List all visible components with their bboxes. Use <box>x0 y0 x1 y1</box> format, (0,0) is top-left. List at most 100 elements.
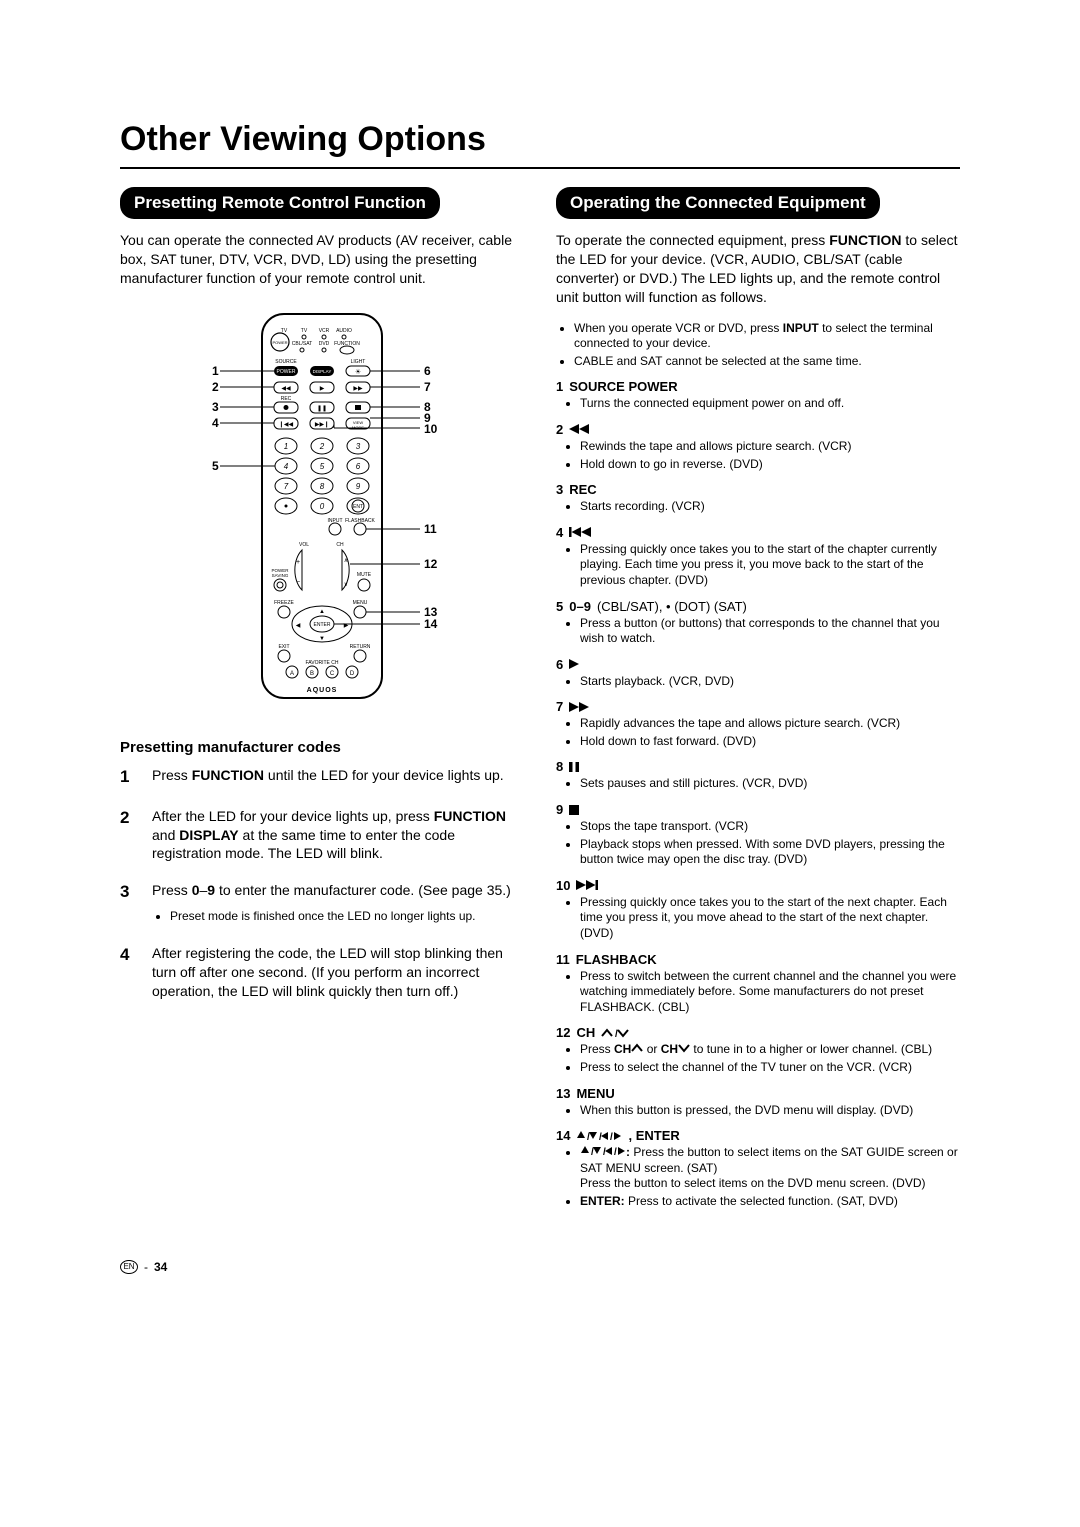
right-section-title: Operating the Connected Equipment <box>556 187 880 219</box>
fn-bullets: Press a button (or buttons) that corresp… <box>580 616 960 647</box>
step-2: 2After the LED for your device lights up… <box>120 807 524 864</box>
fn-bullets: Press to switch between the current chan… <box>580 969 960 1016</box>
skipback-icon <box>569 527 591 537</box>
fn-bullets: ///: Press the button to select items on… <box>580 1145 960 1209</box>
svg-text:❙◀◀: ❙◀◀ <box>279 421 294 428</box>
fn-head: 12CH/ <box>556 1025 960 1040</box>
svg-text:VOL: VOL <box>299 542 309 548</box>
ff-icon <box>569 702 589 712</box>
step-body: Press 0–9 to enter the manufacturer code… <box>152 881 524 926</box>
svg-text:▶▶: ▶▶ <box>353 386 363 392</box>
svg-text:4: 4 <box>284 462 289 471</box>
fn-head: 4 <box>556 525 960 540</box>
svg-text:/: / <box>591 1147 594 1156</box>
remote-callout-5: 5 <box>212 459 219 473</box>
lang-badge: EN <box>120 1260 138 1274</box>
step-body: After registering the code, the LED will… <box>152 944 524 1001</box>
fn-bullets: Stops the tape transport. (VCR)Playback … <box>580 819 960 868</box>
fn-head: 13MENU <box>556 1086 960 1101</box>
fn-item-2: 2Rewinds the tape and allows picture sea… <box>556 422 960 472</box>
svg-text:1: 1 <box>284 442 288 451</box>
play-icon <box>569 659 579 669</box>
stop-icon <box>569 805 579 815</box>
svg-text:VCR: VCR <box>319 328 330 334</box>
remote-callout-12: 12 <box>424 557 438 571</box>
fn-item-13: 13MENU When this button is pressed, the D… <box>556 1086 960 1119</box>
svg-text:RETURN: RETURN <box>350 644 371 650</box>
left-subhead: Presetting manufacturer codes <box>120 739 524 756</box>
fn-item-5: 50–9 (CBL/SAT), • (DOT) (SAT)Press a but… <box>556 599 960 647</box>
remote-callout-6: 6 <box>424 364 431 378</box>
svg-text:/: / <box>615 1029 618 1038</box>
fn-head: 3REC <box>556 482 960 497</box>
svg-text:/: / <box>614 1147 617 1156</box>
step-body: Press FUNCTION until the LED for your de… <box>152 766 524 789</box>
svg-text:TV: TV <box>301 328 308 334</box>
fn-bullets: When this button is pressed, the DVD men… <box>580 1103 960 1119</box>
svg-text:+: + <box>296 559 300 566</box>
svg-text:SAVING: SAVING <box>272 573 289 578</box>
svg-text:CBL/SAT: CBL/SAT <box>292 341 312 347</box>
left-section-title: Presetting Remote Control Function <box>120 187 440 219</box>
left-intro: You can operate the connected AV product… <box>120 231 524 288</box>
fn-item-11: 11FLASHBACKPress to switch between the c… <box>556 952 960 1016</box>
fn-item-3: 3RECStarts recording. (VCR) <box>556 482 960 515</box>
step-3: 3 Press 0–9 to enter the manufacturer cod… <box>120 881 524 926</box>
svg-text:5: 5 <box>320 462 325 471</box>
svg-text:/: / <box>603 1147 606 1156</box>
step-sub-bullets: Preset mode is finished once the LED no … <box>170 908 524 924</box>
pause-icon <box>569 762 579 772</box>
page-title: Other Viewing Options <box>120 120 960 159</box>
remote-callout-4: 4 <box>212 416 219 430</box>
svg-text:POWER: POWER <box>272 340 287 345</box>
fn-head: 6 <box>556 657 960 672</box>
right-column: Operating the Connected Equipment To ope… <box>556 187 960 1220</box>
step-number: 3 <box>120 881 138 926</box>
remote-brand-logo: AQUOS <box>307 687 338 694</box>
fn-head: 9 <box>556 802 960 817</box>
svg-text:DISPLAY: DISPLAY <box>313 369 332 374</box>
fn-bullets: Press CH or CH to tune in to a higher or… <box>580 1042 960 1075</box>
remote-diagram: TV TV VCR AUDIO CBL/SAT DVD FUNCTION POW… <box>120 306 524 711</box>
step-1: 1 Press FUNCTION until the LED for your d… <box>120 766 524 789</box>
two-column-layout: Presetting Remote Control Function You c… <box>120 187 960 1220</box>
svg-text:/: / <box>610 1132 613 1141</box>
svg-text:∧: ∧ <box>344 558 348 564</box>
step-number: 1 <box>120 766 138 789</box>
svg-text:B: B <box>310 671 314 677</box>
svg-text:0: 0 <box>320 502 325 511</box>
fn-bullets: Pressing quickly once takes you to the s… <box>580 542 960 589</box>
fn-item-14: 14///, ENTER///: Press the button to sel… <box>556 1128 960 1209</box>
step-number: 2 <box>120 807 138 864</box>
chupdown-icon: / <box>601 1028 629 1038</box>
remote-callout-1: 1 <box>212 364 219 378</box>
fn-bullets: Rapidly advances the tape and allows pic… <box>580 716 960 749</box>
svg-text:ENT: ENT <box>353 504 363 510</box>
fn-bullets: Pressing quickly once takes you to the s… <box>580 895 960 942</box>
fn-item-9: 9 Stops the tape transport. (VCR)Playback… <box>556 802 960 868</box>
fn-item-6: 6Starts playback. (VCR, DVD) <box>556 657 960 690</box>
svg-text:8: 8 <box>320 482 325 491</box>
remote-callout-11: 11 <box>424 522 437 536</box>
fn-head: 1SOURCE POWER <box>556 379 960 394</box>
chup-icon <box>631 1043 643 1053</box>
svg-text:☀: ☀ <box>355 368 361 376</box>
svg-text:MUTE: MUTE <box>357 572 372 578</box>
fn-head: 10 <box>556 878 960 893</box>
svg-text:2: 2 <box>319 442 325 451</box>
fn-bullets: Rewinds the tape and allows picture sear… <box>580 439 960 472</box>
svg-text:D: D <box>350 671 355 677</box>
svg-text:FREEZE: FREEZE <box>274 600 294 606</box>
fn-item-1: 1SOURCE POWERTurns the connected equipme… <box>556 379 960 412</box>
fn-head: 14///, ENTER <box>556 1128 960 1143</box>
fn-item-4: 4 Pressing quickly once takes you to the … <box>556 525 960 589</box>
left-column: Presetting Remote Control Function You c… <box>120 187 524 1220</box>
svg-text:▶: ▶ <box>320 386 325 392</box>
fn-item-7: 7 Rapidly advances the tape and allows pi… <box>556 699 960 749</box>
svg-text:3: 3 <box>356 442 361 451</box>
fn-head: 7 <box>556 699 960 714</box>
step-4: 4After registering the code, the LED wil… <box>120 944 524 1001</box>
svg-text:POWER: POWER <box>277 369 296 375</box>
fn-head: 8 <box>556 759 960 774</box>
svg-text:−: − <box>296 579 300 586</box>
